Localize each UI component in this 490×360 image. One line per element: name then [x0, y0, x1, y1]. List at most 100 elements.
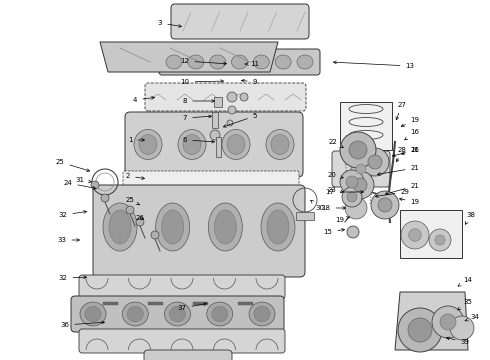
Circle shape [227, 120, 233, 126]
FancyBboxPatch shape [123, 171, 299, 187]
Circle shape [432, 306, 464, 338]
Text: 24: 24 [64, 180, 96, 189]
Circle shape [435, 235, 445, 245]
Ellipse shape [139, 135, 157, 154]
Text: 22: 22 [329, 139, 343, 148]
Ellipse shape [254, 306, 270, 322]
Ellipse shape [162, 210, 184, 244]
Polygon shape [100, 42, 278, 72]
Text: 2: 2 [126, 173, 145, 179]
Circle shape [91, 181, 99, 189]
FancyBboxPatch shape [93, 185, 305, 277]
Circle shape [371, 191, 399, 219]
Text: 35: 35 [458, 299, 472, 310]
Circle shape [347, 226, 359, 238]
FancyBboxPatch shape [71, 296, 284, 332]
Circle shape [340, 170, 364, 194]
Text: 27: 27 [396, 102, 406, 120]
FancyBboxPatch shape [159, 49, 320, 75]
Bar [214, 97, 222, 107]
Ellipse shape [261, 203, 295, 251]
Ellipse shape [109, 210, 131, 244]
Ellipse shape [134, 130, 162, 159]
FancyBboxPatch shape [79, 275, 285, 299]
Text: 21: 21 [377, 165, 419, 175]
FancyBboxPatch shape [144, 350, 232, 360]
Bar [400, 210, 462, 258]
Text: 32: 32 [59, 275, 86, 281]
Ellipse shape [297, 55, 313, 69]
Circle shape [450, 316, 474, 340]
Circle shape [353, 178, 367, 192]
Text: 19: 19 [401, 117, 419, 127]
Circle shape [126, 206, 134, 214]
Text: 9: 9 [242, 79, 257, 85]
Bar [212, 112, 218, 128]
Circle shape [346, 176, 358, 188]
Text: 36: 36 [60, 321, 104, 328]
Text: 1: 1 [128, 137, 145, 143]
Ellipse shape [210, 55, 226, 69]
Ellipse shape [165, 302, 191, 326]
Text: 25: 25 [125, 197, 140, 205]
Text: 31: 31 [75, 177, 91, 183]
Ellipse shape [212, 306, 228, 322]
Circle shape [361, 148, 389, 176]
Text: 3: 3 [158, 20, 181, 27]
Text: 16: 16 [401, 147, 419, 154]
Ellipse shape [208, 203, 243, 251]
Ellipse shape [267, 210, 289, 244]
Circle shape [227, 92, 237, 102]
Circle shape [440, 314, 456, 330]
Text: 33: 33 [57, 237, 79, 243]
Ellipse shape [178, 130, 206, 159]
FancyBboxPatch shape [332, 151, 390, 187]
Ellipse shape [275, 55, 291, 69]
Ellipse shape [156, 203, 190, 251]
Text: 5: 5 [223, 113, 257, 127]
Text: 25: 25 [56, 159, 90, 171]
Ellipse shape [214, 210, 236, 244]
FancyBboxPatch shape [171, 4, 309, 39]
Circle shape [356, 164, 366, 174]
Polygon shape [296, 212, 314, 220]
Ellipse shape [271, 135, 289, 154]
Text: 38: 38 [466, 212, 475, 224]
Bar [340, 102, 392, 150]
Circle shape [429, 229, 451, 251]
Text: 29: 29 [375, 189, 410, 197]
Text: 19: 19 [336, 217, 350, 223]
Ellipse shape [80, 302, 106, 326]
Text: 34: 34 [465, 314, 479, 321]
Circle shape [401, 221, 429, 249]
Text: 26: 26 [136, 215, 145, 221]
Text: 12: 12 [180, 58, 226, 65]
Circle shape [240, 93, 248, 101]
Circle shape [210, 130, 220, 140]
Text: 6: 6 [183, 137, 215, 143]
Circle shape [350, 182, 366, 198]
Circle shape [101, 194, 109, 202]
Circle shape [349, 141, 367, 159]
Text: 23: 23 [327, 187, 343, 193]
Text: 19: 19 [399, 198, 419, 205]
Circle shape [136, 218, 144, 226]
FancyBboxPatch shape [125, 112, 303, 177]
Circle shape [398, 308, 442, 352]
Text: 30: 30 [311, 200, 324, 211]
Ellipse shape [231, 55, 247, 69]
Ellipse shape [227, 135, 245, 154]
FancyBboxPatch shape [79, 329, 285, 353]
Text: 21: 21 [392, 147, 419, 157]
Text: 20: 20 [327, 172, 343, 179]
Text: 28: 28 [396, 147, 406, 162]
Ellipse shape [170, 306, 186, 322]
Circle shape [378, 198, 392, 212]
Text: 10: 10 [180, 79, 223, 85]
Text: 4: 4 [133, 96, 154, 103]
Ellipse shape [183, 135, 201, 154]
Ellipse shape [266, 130, 294, 159]
Text: 7: 7 [183, 115, 212, 121]
Ellipse shape [188, 55, 204, 69]
Circle shape [151, 231, 159, 239]
